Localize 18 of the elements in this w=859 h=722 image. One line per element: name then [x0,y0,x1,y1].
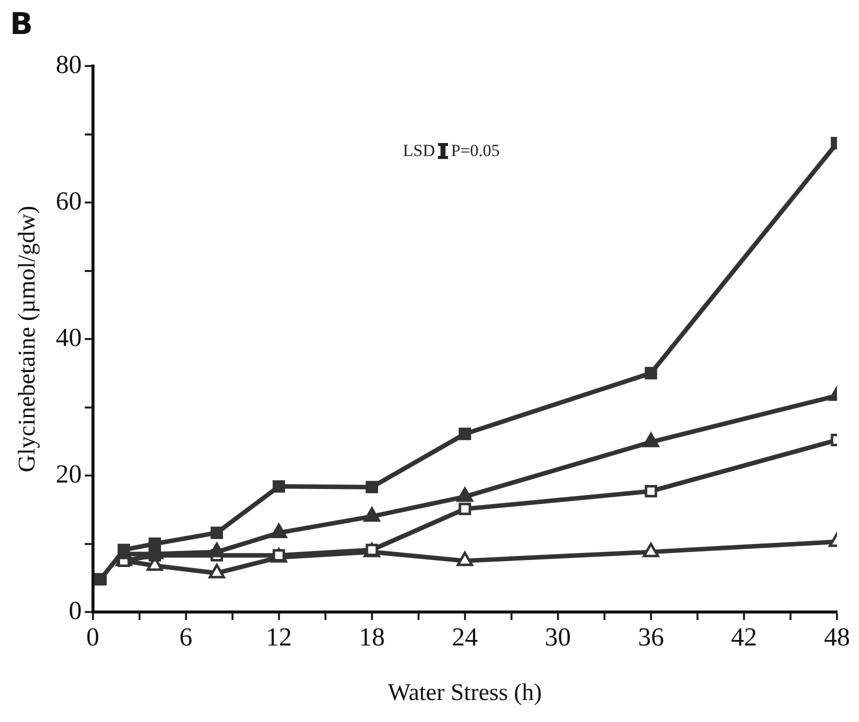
y-tick-label: 40 [56,322,82,352]
x-tick-label: 48 [824,622,850,652]
x-axis-title: Water Stress (h) [388,680,542,706]
x-tick-label: 24 [452,622,478,652]
annotation: LSD [402,140,436,160]
y-axis-title: Glycinebetaine (µmol/gdw) [14,206,41,472]
y-tick-label: 20 [56,459,82,488]
x-tick-label: 18 [358,622,385,652]
x-tick-label: 6 [179,622,192,652]
x-tick-label: 30 [544,622,571,652]
y-tick-label: 80 [56,50,82,79]
annotation: P=0.05 [451,140,500,160]
y-tick-label: 0 [68,596,82,625]
y-tick-label: 60 [56,186,82,216]
x-tick-label: 42 [730,622,757,652]
chart-title: B [10,6,33,42]
x-tick-label: 36 [638,622,664,652]
x-tick-label: 12 [266,622,292,652]
